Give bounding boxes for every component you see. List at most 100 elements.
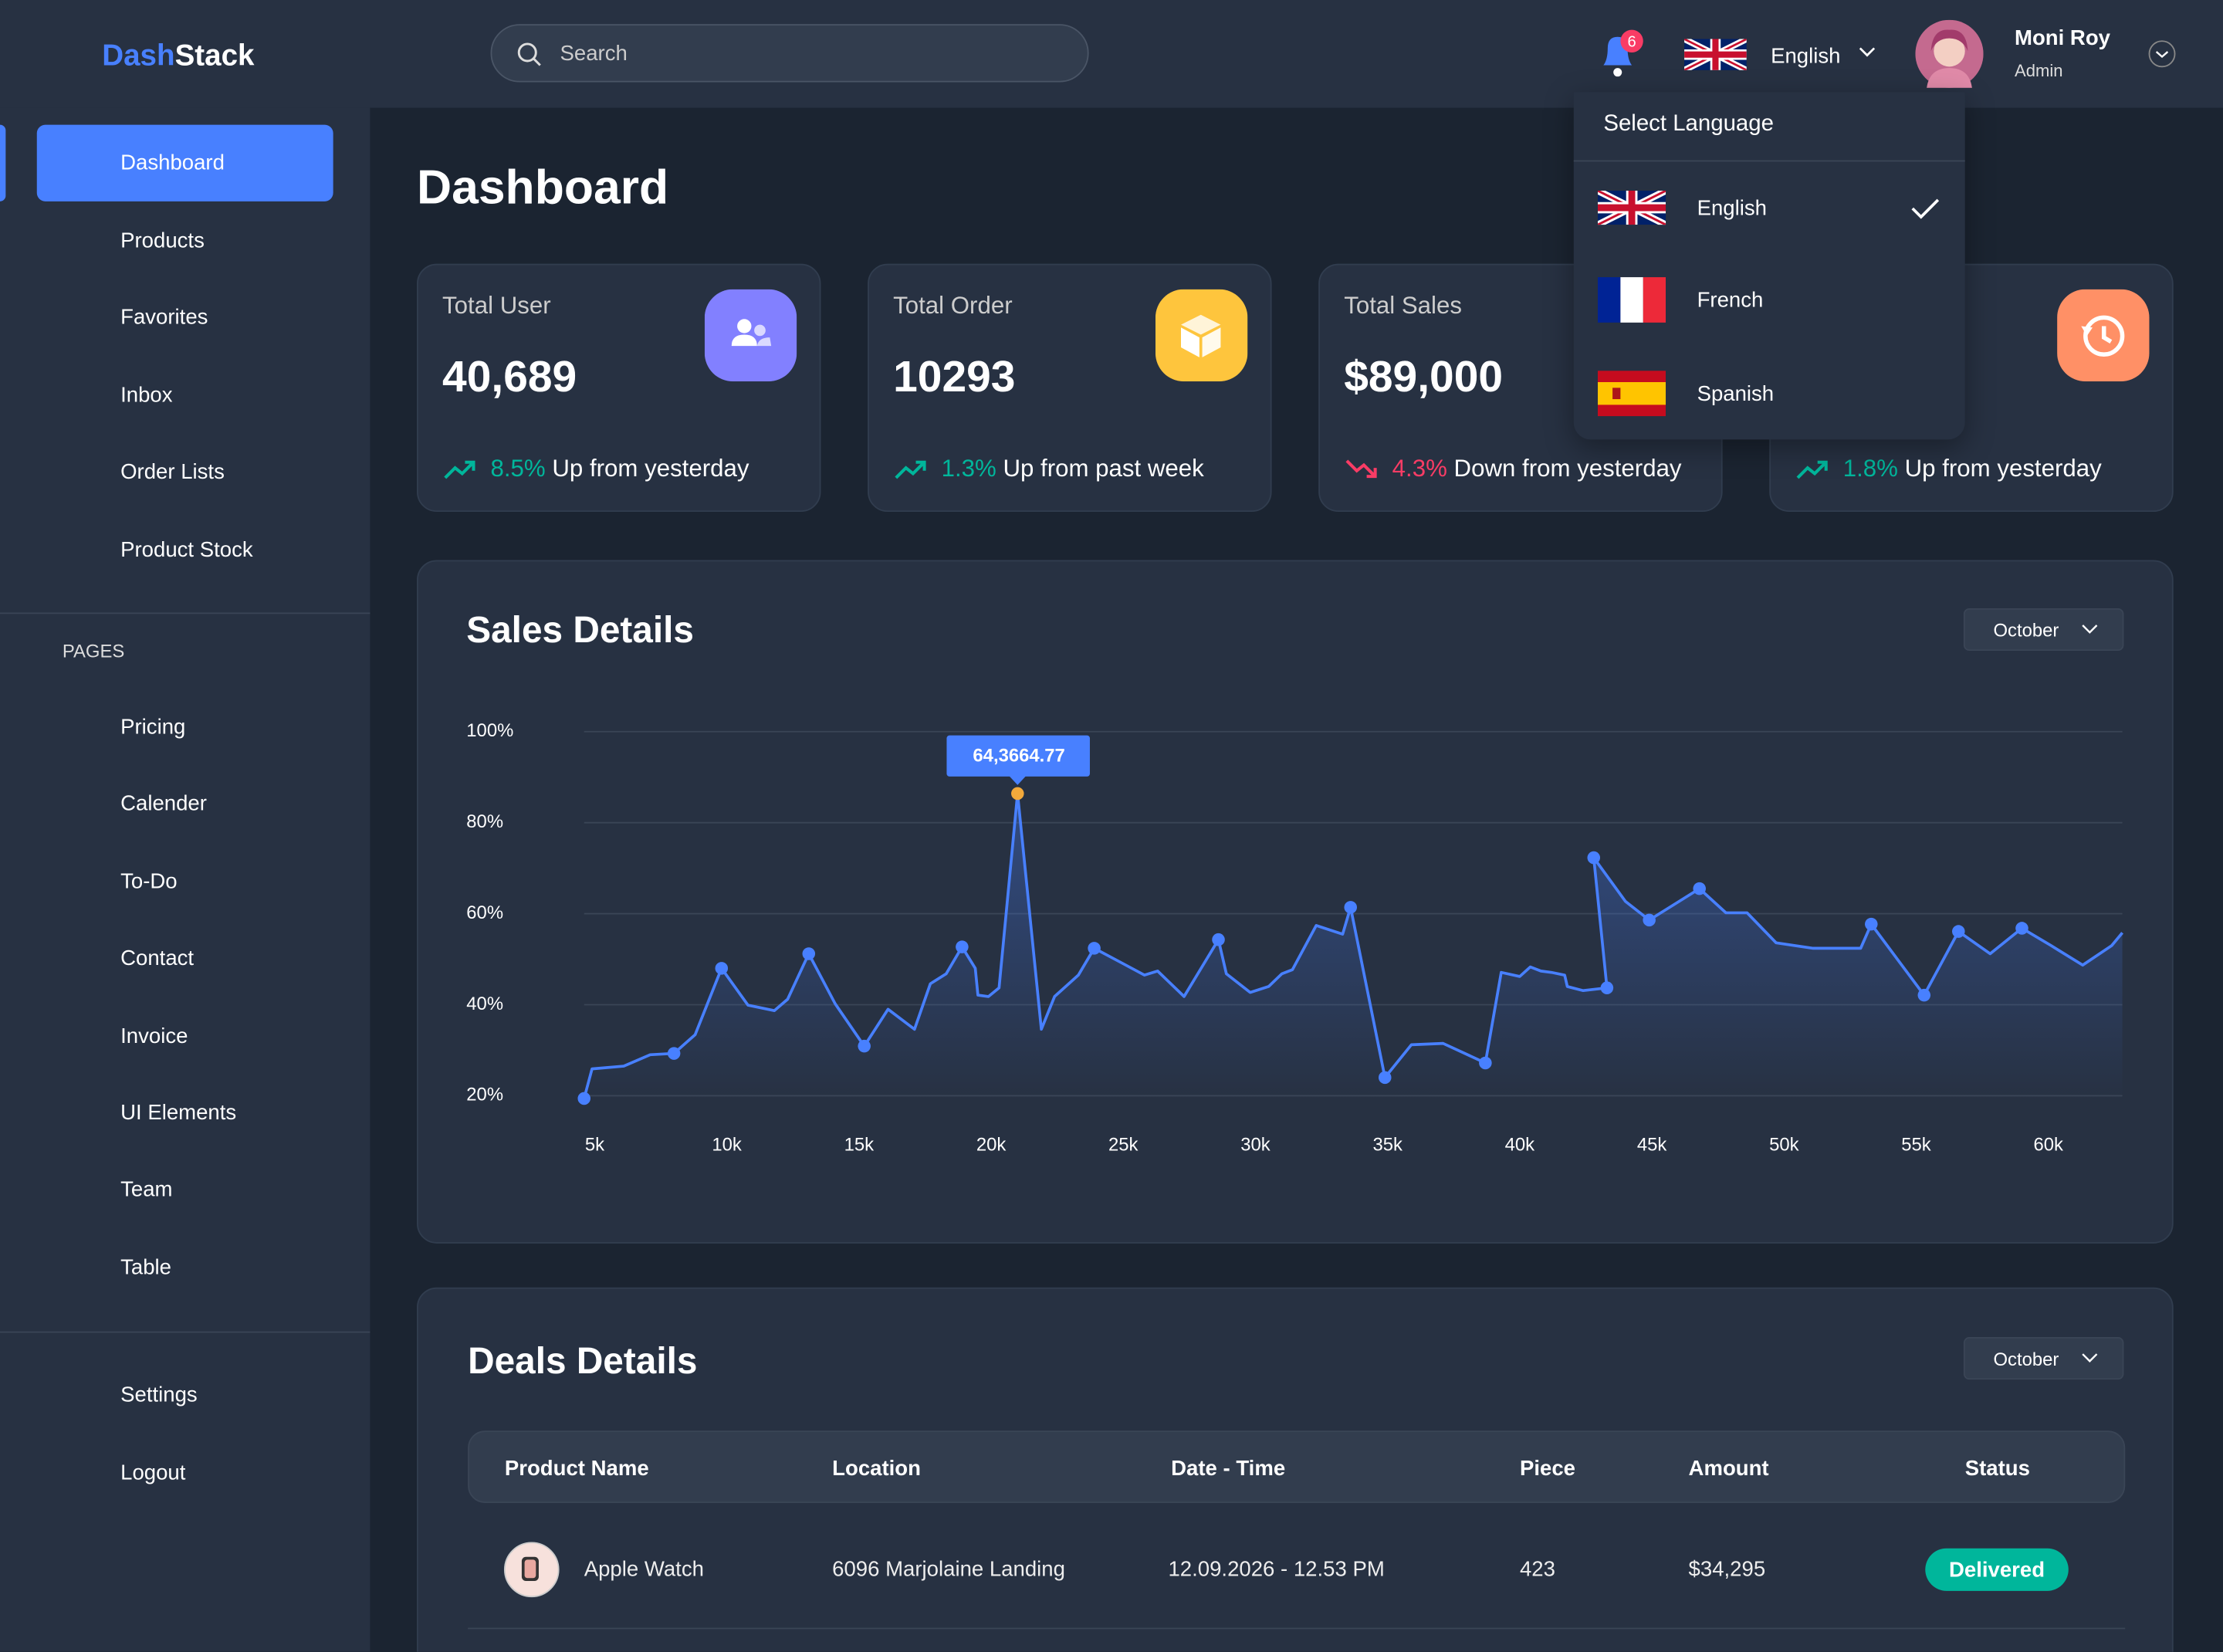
section-label: PAGES <box>62 640 125 662</box>
point[interactable] <box>1952 925 1965 938</box>
y-tick-label: 20% <box>466 1085 503 1105</box>
logo[interactable]: DashStack <box>102 39 254 73</box>
point[interactable] <box>1378 1071 1392 1085</box>
period-select[interactable]: October <box>1963 608 2124 652</box>
point[interactable] <box>1693 882 1706 895</box>
point[interactable] <box>1344 901 1358 914</box>
stat-value: $89,000 <box>1344 351 1504 401</box>
change-text: Down from yesterday <box>1453 455 1682 482</box>
search-box[interactable]: Search <box>490 24 1089 83</box>
x-tick-label: 15k <box>844 1134 875 1155</box>
chevron <box>2082 1353 2098 1363</box>
cell: $34,295 <box>1688 1557 1766 1582</box>
nav-item[interactable]: Calender <box>120 792 207 817</box>
point[interactable] <box>715 962 729 975</box>
product-image <box>503 1542 560 1598</box>
user-name: Moni Roy <box>2015 25 2110 51</box>
flag <box>1684 34 1747 75</box>
logo-part: Dash <box>102 39 175 73</box>
user-role: Admin <box>2015 60 2063 81</box>
change-text: Up from yesterday <box>552 455 749 482</box>
point[interactable] <box>577 1092 591 1105</box>
x-tick-label: 10k <box>712 1134 742 1155</box>
x-tick-label: 40k <box>1505 1134 1535 1155</box>
bell[interactable]: 6 <box>1593 25 1649 82</box>
nav-item[interactable]: Contact <box>120 946 195 971</box>
stat-icon <box>1155 289 1248 382</box>
nav-item[interactable]: To-Do <box>120 869 178 894</box>
menu-title: Select Language <box>1603 112 1774 137</box>
nav-item[interactable]: Logout <box>120 1461 186 1485</box>
point[interactable] <box>667 1047 681 1060</box>
nav-item[interactable]: UI Elements <box>120 1101 237 1126</box>
point[interactable] <box>1917 988 1931 1002</box>
line <box>582 792 2124 1099</box>
tooltip-text: 64,3664.77 <box>973 745 1064 766</box>
language-option[interactable]: English <box>1697 196 1767 221</box>
nav-item[interactable]: Order Lists <box>120 460 225 485</box>
nav-item[interactable]: Favorites <box>120 305 208 330</box>
stat-change: 4.3% Down from yesterday <box>1392 455 1682 484</box>
area <box>584 793 2123 1101</box>
active-item-bg <box>36 124 333 201</box>
point[interactable] <box>802 947 816 960</box>
status-badge: Delivered <box>1925 1548 2069 1591</box>
nav-item[interactable]: Product Stock <box>120 537 253 562</box>
point[interactable] <box>1088 942 1101 955</box>
avatar[interactable] <box>1915 19 1984 88</box>
selected-check <box>1911 198 1940 219</box>
flag <box>1598 184 1666 232</box>
language-option[interactable]: Spanish <box>1697 382 1775 407</box>
period-select[interactable]: October <box>1963 1337 2124 1380</box>
nav-item[interactable]: Pricing <box>120 715 186 740</box>
header <box>0 0 2223 108</box>
chart: Sales Details 20% 40% 60% 80% 100% 5k 10k 15k 20… <box>466 610 2124 1155</box>
tooltip-pointer <box>1009 775 1027 785</box>
x-tick-label: 60k <box>2033 1134 2063 1155</box>
divider <box>0 612 370 614</box>
language-menu: Select Language English French Spanish <box>1573 92 1965 440</box>
stat-icon <box>704 289 797 382</box>
point[interactable] <box>1212 933 1225 946</box>
nav-item[interactable]: Inbox <box>120 382 173 408</box>
point[interactable] <box>1865 917 1878 931</box>
point[interactable] <box>858 1039 871 1053</box>
logo-part: Stack <box>174 39 255 73</box>
nav-item[interactable]: Products <box>120 228 205 252</box>
cell: 12.09.2026 - 12.53 PM <box>1168 1557 1385 1582</box>
nav-item[interactable]: Team <box>120 1178 173 1203</box>
trend-icon <box>444 460 475 479</box>
sidebar <box>0 107 370 1652</box>
search-icon <box>517 42 541 66</box>
x-tick-label: 25k <box>1108 1134 1139 1155</box>
stat-title: Total User <box>442 292 551 320</box>
y-tick-label: 80% <box>466 811 503 832</box>
language[interactable]: English <box>1771 44 1841 69</box>
chart-title: Sales Details <box>466 610 694 651</box>
point[interactable] <box>1600 981 1614 994</box>
point[interactable] <box>2015 922 2028 935</box>
change-value: 1.8% <box>1842 455 1898 482</box>
point[interactable] <box>1011 787 1024 801</box>
stat-change: 8.5% Up from yesterday <box>491 455 749 484</box>
x-tick-label: 55k <box>1901 1134 1931 1155</box>
nav-item[interactable]: Dashboard <box>120 151 225 175</box>
point[interactable] <box>1587 851 1601 865</box>
point[interactable] <box>956 940 969 953</box>
nav-item[interactable]: Settings <box>120 1383 198 1407</box>
period: October <box>1993 618 2059 641</box>
point[interactable] <box>1643 913 1656 927</box>
change-value: 1.3% <box>941 455 996 482</box>
point[interactable] <box>1479 1056 1492 1070</box>
stat-icon <box>2057 289 2150 382</box>
nav-item[interactable]: Invoice <box>120 1024 188 1048</box>
column-header: Piece <box>1519 1457 1575 1481</box>
x-tick-label: 35k <box>1372 1134 1402 1155</box>
x-tick-label: 20k <box>976 1134 1007 1155</box>
flag <box>1598 371 1666 417</box>
nav-item[interactable]: Table <box>120 1255 171 1280</box>
language-option[interactable]: French <box>1697 288 1764 313</box>
user-menu[interactable] <box>2148 39 2177 68</box>
